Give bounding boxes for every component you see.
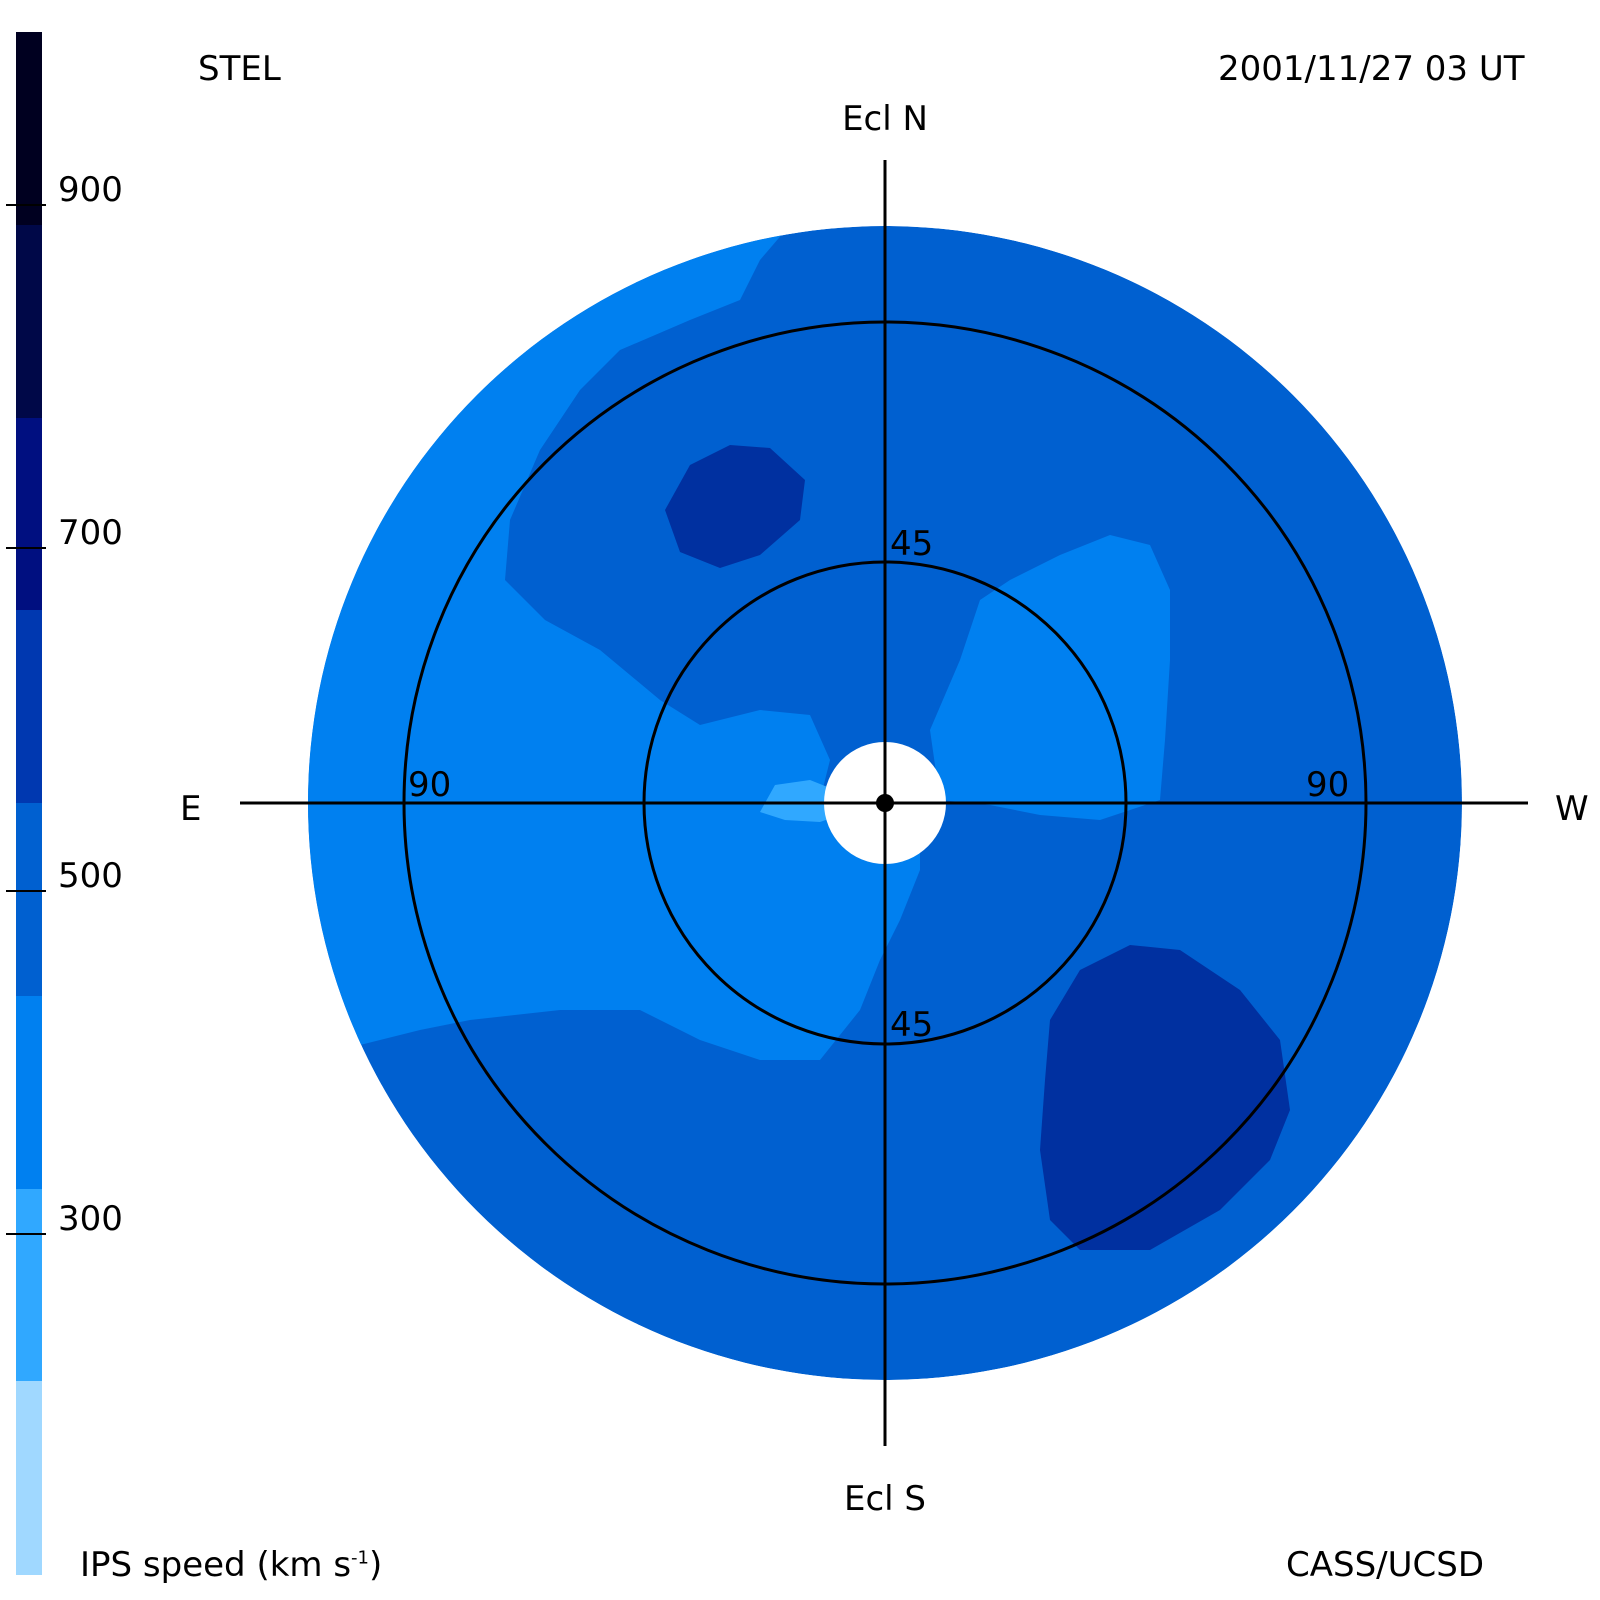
colorbar-title-main: IPS speed (km s <box>80 1545 352 1585</box>
east-label: E <box>180 789 201 829</box>
slow-region-upper-left <box>308 226 920 1060</box>
colorbar-segment <box>16 995 42 1190</box>
colorbar-tick-700 <box>6 547 46 549</box>
ring-label-90-left: 90 <box>408 765 451 805</box>
ring-label-45-bottom: 45 <box>890 1005 933 1045</box>
colorbar-segment <box>16 1188 42 1383</box>
colorbar-label-300: 300 <box>58 1199 123 1239</box>
colorbar-tick-500 <box>6 890 46 892</box>
colorbar-segment <box>16 32 42 226</box>
colorbar <box>16 32 42 1575</box>
credit-label: CASS/UCSD <box>1286 1545 1485 1585</box>
colorbar-label-500: 500 <box>58 856 123 896</box>
datetime-label: 2001/11/27 03 UT <box>1218 49 1525 89</box>
colorbar-segment <box>16 803 42 997</box>
north-label: Ecl N <box>842 99 928 139</box>
colorbar-label-900: 900 <box>58 170 123 210</box>
colorbar-segment <box>16 610 42 804</box>
colorbar-title-exponent: -1 <box>351 1547 369 1569</box>
west-label: W <box>1555 789 1589 829</box>
fast-region-upper-left <box>665 445 805 568</box>
south-label: Ecl S <box>844 1479 926 1519</box>
fast-region-lower-right <box>1040 945 1290 1250</box>
station-label: STEL <box>198 49 281 89</box>
slow-region-upper-right <box>930 535 1170 820</box>
colorbar-title-close: ) <box>369 1545 383 1585</box>
colorbar-tick-300 <box>6 1233 46 1235</box>
colorbar-segment <box>16 224 42 419</box>
colorbar-label-700: 700 <box>58 513 123 553</box>
sun-marker <box>876 794 894 812</box>
colorbar-segment <box>16 1381 42 1575</box>
colorbar-segment <box>16 417 42 612</box>
ring-label-45-top: 45 <box>890 524 933 564</box>
ring-label-90-right: 90 <box>1306 765 1349 805</box>
slowest-region-spot <box>760 780 840 822</box>
colorbar-title: IPS speed (km s-1) <box>80 1548 382 1582</box>
colorbar-tick-900 <box>6 204 46 206</box>
